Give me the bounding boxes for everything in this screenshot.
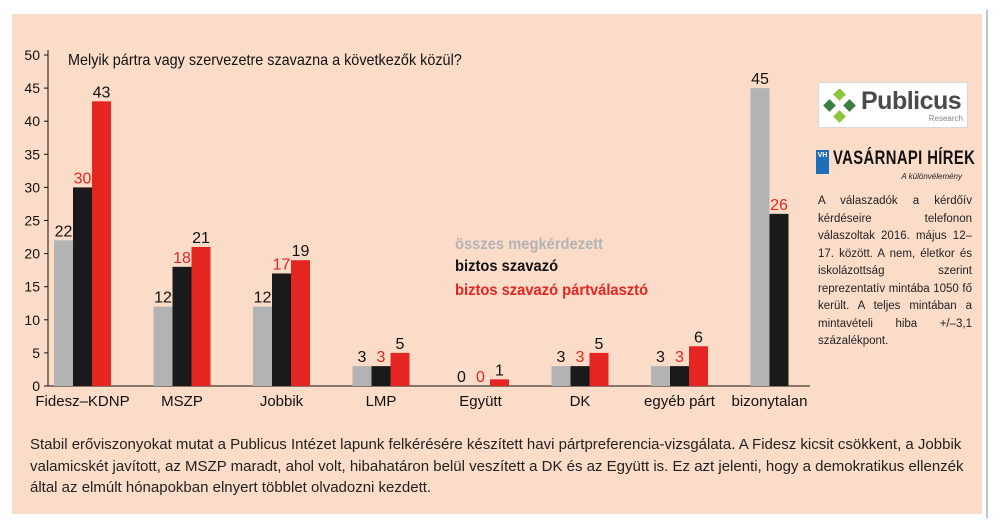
data-label: 3 [557,349,566,366]
publicus-diamond-icon [823,89,856,123]
legend-sure-voters: biztos szavazó [455,258,559,275]
bar [54,240,73,386]
vh-badge: VH [816,150,829,174]
bar [191,246,211,386]
data-label: 21 [192,230,210,247]
bar [551,366,571,386]
y-tick-label: 0 [32,378,40,394]
data-label: 5 [595,336,604,353]
bar [589,352,609,386]
bar [689,346,708,386]
bar [253,306,272,386]
bar [153,306,173,386]
bar [172,266,192,386]
publicus-name: Publicus [861,87,962,115]
data-label: 3 [656,349,665,366]
bar [92,101,111,386]
bar [352,366,372,386]
data-label: 0 [457,369,466,386]
x-tick-label: bizonytalan [732,393,808,410]
x-tick-label: Fidesz–KDNP [35,393,129,410]
y-tick-label: 25 [24,213,40,229]
bar [769,213,789,386]
bar [651,366,670,386]
data-label: 30 [74,170,92,187]
vh-name: VASÁRNAPI HÍREK [833,148,976,169]
y-tick-label: 35 [24,146,40,162]
vasarnapi-hirek-logo: VH VASÁRNAPI HÍREK A különvélemény [816,148,976,184]
publicus-sub: Research [928,114,963,123]
y-tick-label: 10 [24,312,40,328]
y-tick-label: 5 [32,345,40,361]
data-label: 17 [273,256,291,273]
data-label: 3 [377,349,386,366]
bar [371,366,391,386]
legend-all-respondents: összes megkérdezett [455,236,604,253]
data-label: 43 [93,84,111,101]
y-tick-label: 45 [24,80,40,96]
data-label: 3 [576,349,585,366]
data-label: 22 [55,223,73,240]
data-label: 3 [358,349,367,366]
x-tick-label: DK [570,393,591,410]
x-tick-label: Együtt [459,393,502,410]
data-label: 1 [495,362,504,379]
article-caption: Stabil erőviszonyokat mutat a Publicus I… [30,436,964,496]
data-label: 18 [173,250,191,267]
bar [291,260,310,386]
data-label: 12 [154,290,172,307]
bar [390,352,410,386]
data-label: 3 [675,349,684,366]
bar [670,366,689,386]
data-label: 0 [476,369,485,386]
legend-sure-voters-with-party: biztos szavazó pártválasztó [455,282,649,299]
bar [73,187,92,386]
y-tick-label: 20 [24,246,40,262]
x-tick-label: LMP [366,393,397,410]
data-label: 6 [694,329,703,346]
data-label: 26 [770,197,788,214]
bar [570,366,590,386]
data-label: 19 [292,243,310,260]
publicus-logo: Publicus Research [818,82,968,128]
x-tick-label: egyéb párt [644,393,716,410]
y-tick-label: 15 [24,279,40,295]
bar [750,88,770,386]
bar [272,273,291,386]
y-tick-label: 40 [24,113,40,129]
vh-subtitle: A különvélemény [901,172,962,181]
bar [490,379,509,386]
y-tick-label: 50 [24,47,40,63]
x-tick-label: Jobbik [260,393,304,410]
methodology-note: A válaszadók a kérdőív kérdéseire telefo… [818,195,972,347]
data-label: 45 [751,71,769,88]
chart-title: Melyik pártra vagy szervezetre szavazna … [68,52,462,69]
data-label: 12 [254,290,272,307]
data-label: 5 [396,336,405,353]
page-border [986,10,988,518]
x-tick-label: MSZP [161,393,203,410]
y-tick-label: 30 [24,179,40,195]
